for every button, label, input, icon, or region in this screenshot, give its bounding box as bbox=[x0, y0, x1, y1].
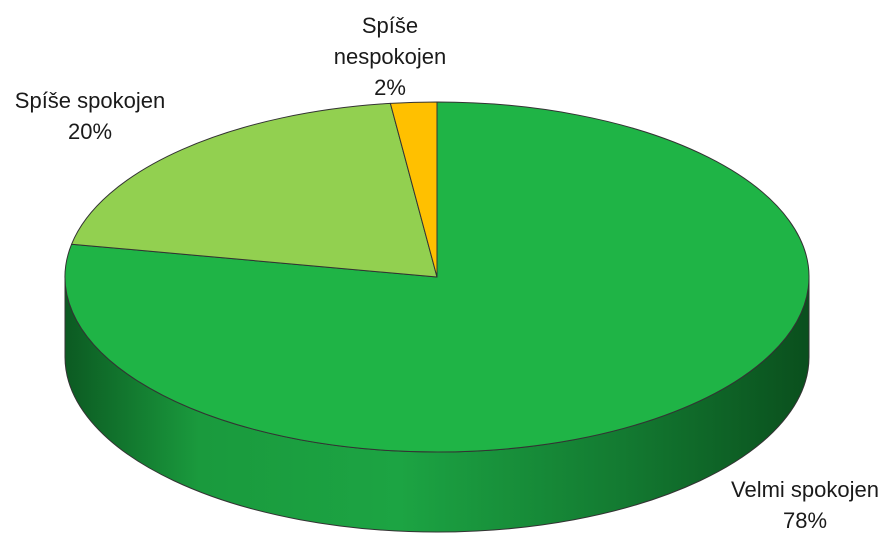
slice-percent-label: 2% bbox=[374, 75, 406, 100]
slice-label-text: Spíše spokojen bbox=[15, 88, 165, 113]
slice-label-text: nespokojen bbox=[334, 44, 447, 69]
slice-percent-label: 78% bbox=[783, 508, 827, 533]
pie-slice-1 bbox=[71, 102, 438, 278]
slice-label-1: Spíše spokojen 20% bbox=[15, 88, 165, 144]
pie-labels-layer: Velmi spokojen 78% Spíše spokojen 20% Spíše n… bbox=[15, 13, 879, 533]
pie-slice-2 bbox=[389, 101, 438, 278]
pie-top-layer bbox=[64, 101, 810, 453]
slice-percent-label: 20% bbox=[68, 119, 112, 144]
slice-label-2: Spíše nespokojen 2% bbox=[334, 13, 447, 100]
slice-label-text: Velmi spokojen bbox=[731, 477, 879, 502]
slice-label-0: Velmi spokojen 78% bbox=[731, 477, 879, 533]
slice-label-text: Spíše bbox=[362, 13, 418, 38]
